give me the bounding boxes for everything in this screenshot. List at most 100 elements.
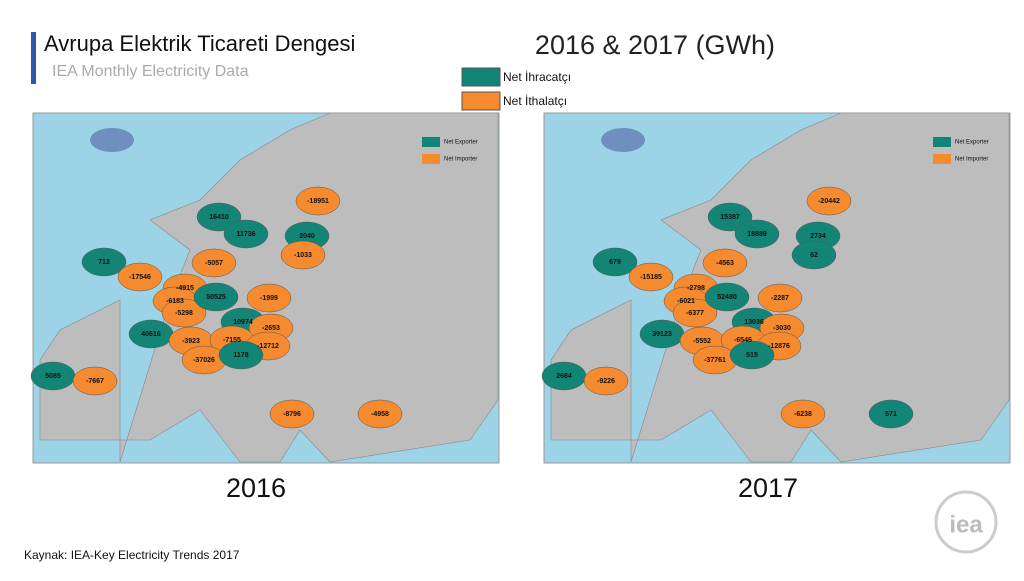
map-legend-swatch <box>933 137 951 147</box>
legend-swatch <box>461 91 501 111</box>
map-legend-label: Net Importer <box>955 157 988 163</box>
title-bar <box>31 32 36 84</box>
legend-label: Net İthalatçı <box>503 94 567 108</box>
legend-label: Net İhracatçı <box>503 70 571 84</box>
country-value: -7667 <box>86 378 104 385</box>
country-value: -2653 <box>262 325 280 332</box>
country <box>193 282 239 312</box>
country <box>583 366 629 396</box>
country-value: 679 <box>609 259 621 266</box>
country-value: 52480 <box>717 294 737 301</box>
country <box>757 283 803 313</box>
source: Kaynak: IEA-Key Electricity Trends 2017 <box>24 548 240 562</box>
country <box>357 399 403 429</box>
country <box>72 366 118 396</box>
country-value: -37761 <box>704 357 726 364</box>
headline: 2016 & 2017 (GWh) <box>535 30 775 60</box>
country <box>791 240 837 270</box>
country-value: -37026 <box>193 357 215 364</box>
country-value: 2734 <box>810 233 826 240</box>
country <box>672 298 718 328</box>
country <box>269 399 315 429</box>
country-value: 62 <box>810 252 818 259</box>
country-value: -6238 <box>794 411 812 418</box>
country <box>780 399 826 429</box>
map-legend-swatch <box>933 154 951 164</box>
country-value: -12876 <box>768 343 790 350</box>
iceland <box>90 128 134 152</box>
year-caption: 2017 <box>738 473 798 503</box>
country <box>806 186 852 216</box>
country <box>196 202 242 232</box>
country-value: -1999 <box>260 295 278 302</box>
country-value: -9226 <box>597 378 615 385</box>
country-value: 40616 <box>141 331 161 338</box>
country-value: -5298 <box>175 310 193 317</box>
map-legend-swatch <box>422 137 440 147</box>
iceland <box>601 128 645 152</box>
country-value: 13036 <box>744 319 764 326</box>
country-value: -7155 <box>223 337 241 344</box>
country-value: 18889 <box>747 231 767 238</box>
country <box>702 248 748 278</box>
country <box>729 340 775 370</box>
country-value: 10974 <box>233 319 253 326</box>
country <box>81 247 127 277</box>
country-value: 571 <box>885 411 897 418</box>
country-value: -3923 <box>182 338 200 345</box>
country-value: -12712 <box>257 343 279 350</box>
country <box>295 186 341 216</box>
subtitle: IEA Monthly Electricity Data <box>52 63 249 80</box>
map-legend-label: Net Exporter <box>444 140 478 146</box>
country-value: 16410 <box>209 214 229 221</box>
country-value: 2040 <box>299 233 315 240</box>
country-value: 712 <box>98 259 110 266</box>
country-value: -6183 <box>166 298 184 305</box>
country <box>734 219 780 249</box>
country-value: -1033 <box>294 252 312 259</box>
country-value: -5057 <box>205 260 223 267</box>
country-value: -4958 <box>371 411 389 418</box>
country <box>592 247 638 277</box>
country-value: -15185 <box>640 274 662 281</box>
country-value: -6377 <box>686 310 704 317</box>
country <box>191 248 237 278</box>
year-caption: 2016 <box>226 473 286 503</box>
country-value: 515 <box>746 352 758 359</box>
country <box>628 262 674 292</box>
map-legend-swatch <box>422 154 440 164</box>
country-value: -2287 <box>771 295 789 302</box>
country-value: -6021 <box>677 298 695 305</box>
country <box>868 399 914 429</box>
country <box>218 340 264 370</box>
country-value: 5085 <box>45 373 61 380</box>
country-value: -8796 <box>283 411 301 418</box>
country-value: -3030 <box>773 325 791 332</box>
map-legend-label: Net Importer <box>444 157 477 163</box>
country-value: 1178 <box>233 352 248 359</box>
country <box>280 240 326 270</box>
country-value: 50525 <box>206 294 226 301</box>
country-value: -4915 <box>176 285 194 292</box>
country-value: -2798 <box>687 285 705 292</box>
country-value: -20442 <box>818 198 840 205</box>
country <box>117 262 163 292</box>
country-value: -4563 <box>716 260 734 267</box>
country-value: -5552 <box>693 338 711 345</box>
country-value: -17546 <box>129 274 151 281</box>
country <box>161 298 207 328</box>
logo-ring <box>934 490 998 554</box>
country-value: 11736 <box>236 231 255 238</box>
country <box>707 202 753 232</box>
legend-swatch <box>461 67 501 87</box>
map-legend-label: Net Exporter <box>955 140 989 146</box>
country-value: 39123 <box>652 331 672 338</box>
country <box>246 283 292 313</box>
title: Avrupa Elektrik Ticareti Dengesi <box>44 31 355 56</box>
logo: iea <box>949 511 983 538</box>
country <box>704 282 750 312</box>
country <box>223 219 269 249</box>
country-value: -18951 <box>307 198 329 205</box>
country-value: -6546 <box>734 337 752 344</box>
